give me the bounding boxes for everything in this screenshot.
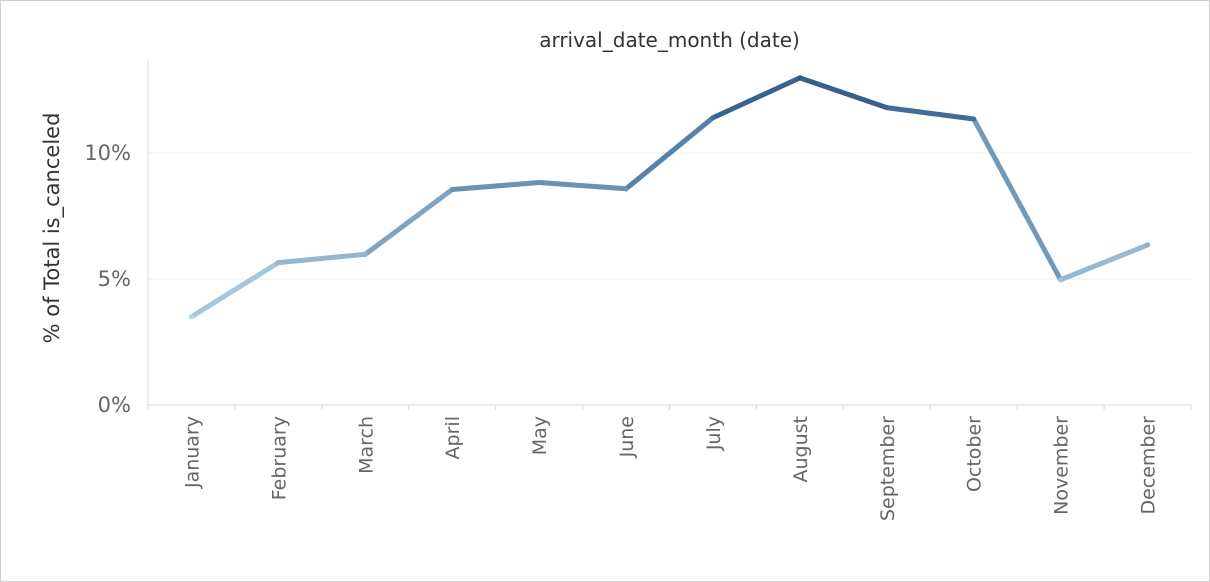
line-segment xyxy=(710,75,803,121)
x-tick-label: October xyxy=(964,416,986,492)
data-point-august xyxy=(797,75,803,81)
data-point-february xyxy=(275,260,281,266)
data-point-december xyxy=(1145,242,1151,248)
data-point-june xyxy=(623,186,629,192)
line-segment xyxy=(362,187,455,257)
y-tick-label: 0% xyxy=(98,393,131,417)
line-segment xyxy=(971,116,1064,283)
chart-title: arrival_date_month (date) xyxy=(539,28,800,52)
x-tick-label: February xyxy=(268,416,290,500)
data-point-january xyxy=(188,314,194,320)
line-segment xyxy=(623,115,716,192)
x-tick-label: May xyxy=(529,416,551,455)
x-tick-label: July xyxy=(703,416,725,451)
data-point-march xyxy=(362,251,368,257)
tick-labels: 0% 5% 10% January February March April May June J… xyxy=(84,141,1159,521)
x-tick-label: June xyxy=(616,416,638,458)
x-tick-label: December xyxy=(1138,416,1160,515)
data-point-september xyxy=(884,105,890,111)
y-tick-label: 5% xyxy=(98,267,131,291)
line-segment xyxy=(884,105,977,122)
line-segment xyxy=(449,179,542,193)
line-segment xyxy=(1058,242,1151,283)
data-point-november xyxy=(1058,277,1064,283)
line-segment xyxy=(188,260,281,320)
y-tick-label: 10% xyxy=(84,141,131,165)
line-segment xyxy=(536,179,629,192)
x-tick-label: September xyxy=(877,416,899,521)
axes xyxy=(147,60,1192,410)
x-tick-label: November xyxy=(1051,416,1073,515)
line-segment xyxy=(797,75,890,111)
series-line xyxy=(188,75,1151,320)
x-tick-label: January xyxy=(181,416,203,489)
x-tick-label: April xyxy=(442,416,464,459)
data-point-may xyxy=(536,179,542,185)
data-point-october xyxy=(971,116,977,122)
x-tick-label: March xyxy=(355,416,377,474)
x-tick-label: August xyxy=(790,416,812,483)
line-segment xyxy=(275,251,368,266)
data-point-april xyxy=(449,187,455,193)
data-point-july xyxy=(710,115,716,121)
